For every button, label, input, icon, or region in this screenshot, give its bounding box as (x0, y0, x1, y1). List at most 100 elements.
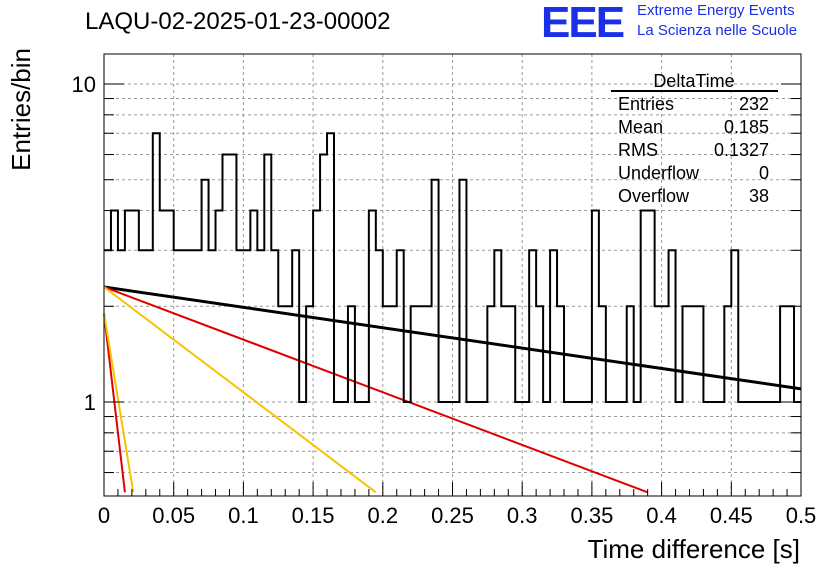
histogram-bin (669, 250, 676, 496)
histogram-bin (383, 306, 390, 496)
histogram-bin (146, 250, 153, 496)
histogram-bin (606, 402, 613, 496)
histogram-bin (724, 306, 731, 496)
histogram-bin (104, 250, 111, 496)
x-axis-label: Time difference [s] (588, 534, 800, 564)
histogram-bin (557, 306, 564, 496)
stats-name: DeltaTime (653, 71, 734, 91)
histogram-bin (404, 402, 411, 496)
histogram-bin (439, 402, 446, 496)
x-tick-label: 0.05 (152, 503, 195, 528)
histogram-bin (271, 250, 278, 496)
stats-value: 232 (739, 94, 769, 114)
stats-value: 0 (759, 163, 769, 183)
histogram-bin (243, 250, 250, 496)
histogram-bin (446, 402, 453, 496)
histogram-outline (104, 132, 801, 403)
histogram-bin (111, 211, 118, 496)
histogram-bin (759, 402, 766, 496)
histogram-bin (487, 306, 494, 496)
y-axis-label: Entries/bin (6, 48, 36, 171)
histogram-bin (613, 402, 620, 496)
histogram-bin (655, 306, 662, 496)
histogram-bin (139, 250, 146, 496)
x-tick-label: 0.4 (646, 503, 677, 528)
y-tick-labels: 1 10 (72, 72, 96, 415)
histogram-bin (536, 306, 543, 496)
logo-line-2: La Scienza nelle Scuole (637, 22, 798, 39)
histogram-bin (592, 211, 599, 496)
x-tick-label: 0.35 (570, 503, 613, 528)
histogram-bin (459, 180, 466, 496)
grid (104, 54, 801, 496)
histogram-bin (599, 306, 606, 496)
histogram-bin (766, 402, 773, 496)
histogram-bin (209, 250, 216, 496)
histogram-bin (334, 402, 341, 496)
y-tick-label: 1 (84, 390, 96, 415)
x-tick-label: 0.2 (368, 503, 399, 528)
x-tick-label: 0.45 (710, 503, 753, 528)
histogram-bin (466, 402, 473, 496)
histogram-bin (494, 250, 501, 496)
eee-logo: EEE Extreme Energy Events La Scienza nel… (541, 0, 833, 47)
histogram-bin (257, 250, 264, 496)
stats-value: 0.185 (724, 117, 769, 137)
histogram-bin (285, 306, 292, 496)
stats-label: Mean (618, 117, 663, 137)
histogram-bin (515, 402, 522, 496)
histogram-bin (299, 402, 306, 496)
histogram-bin (717, 402, 724, 496)
histogram-bin (376, 250, 383, 496)
logo-line-1: Extreme Energy Events (637, 2, 795, 19)
histogram-bin (620, 402, 627, 496)
histogram-bin (780, 306, 787, 496)
histogram-bin (355, 402, 362, 496)
histogram-bin (453, 402, 460, 496)
histogram-bin (480, 402, 487, 496)
x-tick-label: 0.25 (431, 503, 474, 528)
histogram-bin (418, 306, 425, 496)
histogram-bin (341, 402, 348, 496)
fit-curve (103, 285, 802, 391)
histogram-bin (703, 402, 710, 496)
histogram-bin (181, 250, 188, 496)
chart-title: LAQU-02-2025-01-23-00002 (85, 8, 391, 35)
histogram-bin (425, 306, 432, 496)
x-tick-label: 0.15 (292, 503, 335, 528)
x-tick-label: 0.5 (786, 503, 817, 528)
stats-label: RMS (618, 140, 658, 160)
histogram-bin (320, 155, 327, 496)
histogram-bin (522, 402, 529, 496)
stats-value: 38 (749, 186, 769, 206)
histogram-bin (752, 402, 759, 496)
histogram-bin (585, 402, 592, 496)
histogram-bin (696, 306, 703, 496)
histogram-bin (627, 306, 634, 496)
histogram (104, 132, 801, 496)
histogram-bin (397, 250, 404, 496)
x-tick-label: 0.1 (228, 503, 259, 528)
stats-label: Underflow (618, 163, 700, 183)
x-tick-labels: 0 0.05 0.1 0.15 0.2 0.25 0.3 0.35 0.4 0.45 0.5 (98, 503, 816, 528)
histogram-bin (292, 250, 299, 496)
histogram-bin (153, 133, 160, 496)
histogram-bin (327, 133, 334, 496)
histogram-bin (195, 250, 202, 496)
histogram-bin (662, 306, 669, 496)
histogram-bin (278, 306, 285, 496)
fit-curve (103, 313, 135, 493)
histogram-bin (773, 402, 780, 496)
histogram-bin (125, 211, 132, 496)
histogram-bin (676, 402, 683, 496)
histogram-bin (529, 250, 536, 496)
histogram-bin (222, 155, 229, 496)
histogram-bin (745, 402, 752, 496)
fit-curves (103, 285, 802, 494)
histogram-bin (648, 211, 655, 496)
histogram-bin (348, 306, 355, 496)
histogram-bin (118, 250, 125, 496)
histogram-bin (689, 306, 696, 496)
histogram-bin (543, 402, 550, 496)
